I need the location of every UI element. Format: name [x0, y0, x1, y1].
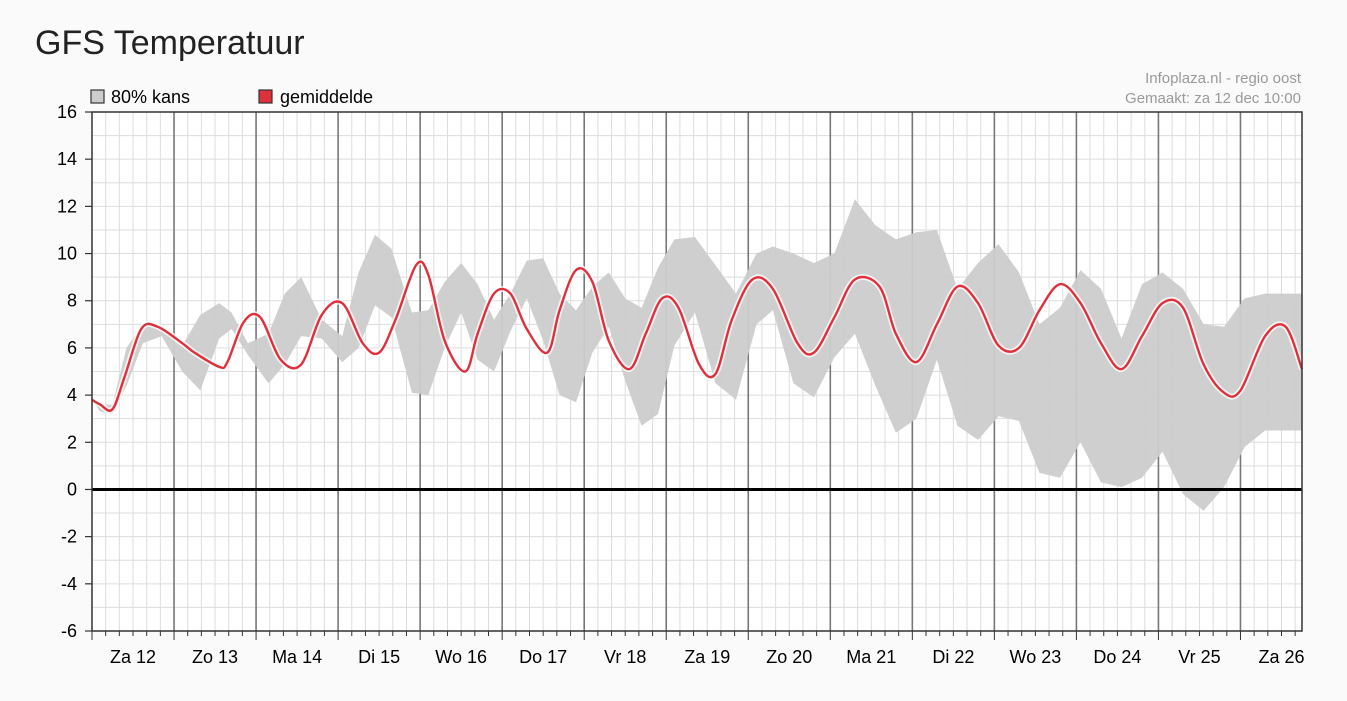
x-day-label: Wo 23	[1010, 647, 1062, 667]
y-tick-label: 10	[57, 244, 77, 264]
legend-swatch-mean	[258, 89, 273, 104]
x-day-label: Za 26	[1258, 647, 1304, 667]
legend-swatch-band	[90, 89, 105, 104]
y-tick-label: 8	[67, 291, 77, 311]
x-day-label: Di 22	[932, 647, 974, 667]
legend-label-band: 80% kans	[111, 87, 190, 107]
page-title: GFS Temperatuur	[35, 24, 305, 62]
x-day-label: Wo 16	[435, 647, 487, 667]
y-tick-label: -4	[61, 574, 77, 594]
x-day-label: Do 17	[519, 647, 567, 667]
y-axis: 16 14 12 10 8 6 4 2 0 -2 -4 -6	[57, 102, 92, 641]
x-day-label: Vr 18	[604, 647, 646, 667]
y-tick-label: -2	[61, 527, 77, 547]
mean-line	[91, 260, 1304, 412]
x-day-label: Za 19	[684, 647, 730, 667]
x-day-label: Zo 13	[192, 647, 238, 667]
x-day-label: Za 12	[110, 647, 156, 667]
x-day-label: Ma 21	[846, 647, 896, 667]
x-axis: Za 12 Zo 13 Ma 14 Di 15 Wo 16 Do 17 Vr 18 Za 19…	[91, 631, 1305, 667]
y-tick-label: 2	[67, 432, 77, 452]
y-tick-label: 4	[67, 385, 77, 405]
plot-frame	[91, 111, 1303, 632]
band-80pct	[92, 199, 1302, 511]
y-tick-label: 16	[57, 102, 77, 122]
y-tick-label: -6	[61, 621, 77, 641]
y-tick-label: 12	[57, 196, 77, 216]
x-day-label: Vr 25	[1178, 647, 1220, 667]
x-day-label: Zo 20	[766, 647, 812, 667]
legend: 80% kans gemiddelde	[90, 87, 373, 107]
credit-source: Infoplaza.nl - regio oost	[1145, 70, 1302, 87]
y-tick-label: 14	[57, 149, 77, 169]
x-day-label: Do 24	[1093, 647, 1141, 667]
x-day-label: Di 15	[358, 647, 400, 667]
legend-label-mean: gemiddelde	[280, 87, 373, 107]
y-tick-label: 6	[67, 338, 77, 358]
credit-created: Gemaakt: za 12 dec 10:00	[1125, 90, 1301, 107]
x-day-label: Ma 14	[272, 647, 322, 667]
y-tick-label: 0	[67, 479, 77, 499]
